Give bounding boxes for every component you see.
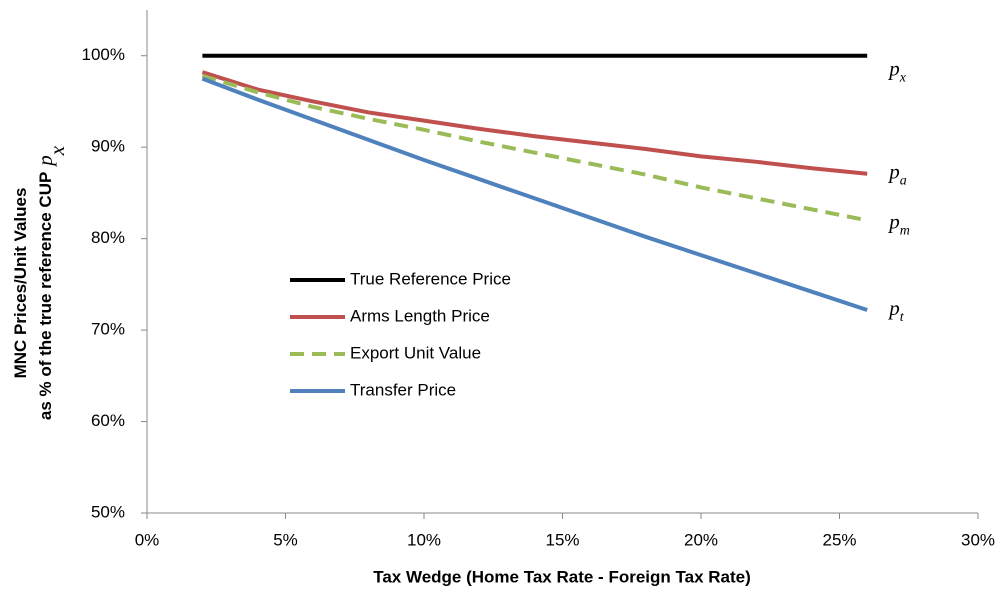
end-label-symbol: p bbox=[887, 57, 900, 81]
x-tick-label: 5% bbox=[273, 530, 298, 549]
x-tick-label: 25% bbox=[822, 530, 856, 549]
end-label: pa bbox=[887, 160, 907, 189]
y-tick-label: 90% bbox=[91, 137, 125, 156]
end-label-symbol: p bbox=[887, 209, 900, 233]
x-tick-label: 15% bbox=[545, 530, 579, 549]
end-label-sub: x bbox=[899, 70, 907, 85]
y-tick-label: 80% bbox=[91, 228, 125, 247]
series-line bbox=[201, 76, 868, 312]
end-label-sub: m bbox=[900, 223, 910, 238]
y-tick-label: 60% bbox=[91, 411, 125, 430]
y-tick-label: 70% bbox=[91, 320, 125, 339]
end-label: pt bbox=[887, 296, 905, 325]
y-axis-title: as % of the true reference CUP px bbox=[33, 145, 69, 420]
x-tick-label: 0% bbox=[135, 530, 160, 549]
y-tick-label: 100% bbox=[82, 45, 125, 64]
y-axis-title: MNC Prices/Unit Values bbox=[11, 188, 30, 379]
y-axis-title-line: MNC Prices/Unit Values bbox=[11, 188, 30, 379]
y-tick-label: 50% bbox=[91, 502, 125, 521]
symbol: p bbox=[33, 155, 57, 168]
end-label-sub: a bbox=[900, 173, 907, 188]
legend-label: Transfer Price bbox=[350, 380, 456, 399]
legend-label: Export Unit Value bbox=[350, 343, 481, 362]
y-axis-title-line: as % of the true reference CUP bbox=[36, 172, 55, 420]
end-label: px bbox=[887, 57, 907, 86]
x-tick-label: 10% bbox=[407, 530, 441, 549]
end-label-symbol: p bbox=[887, 296, 900, 320]
x-tick-label: 30% bbox=[961, 530, 995, 549]
legend-label: True Reference Price bbox=[350, 269, 511, 288]
series-line bbox=[201, 73, 868, 223]
symbol-sub: x bbox=[45, 145, 69, 156]
x-axis-title: Tax Wedge (Home Tax Rate - Foreign Tax R… bbox=[373, 567, 751, 586]
end-label-symbol: p bbox=[887, 160, 900, 184]
end-label-sub: t bbox=[900, 310, 905, 325]
legend-label: Arms Length Price bbox=[350, 306, 490, 325]
end-label: pm bbox=[887, 209, 910, 238]
x-tick-label: 20% bbox=[684, 530, 718, 549]
series-line bbox=[201, 70, 868, 176]
